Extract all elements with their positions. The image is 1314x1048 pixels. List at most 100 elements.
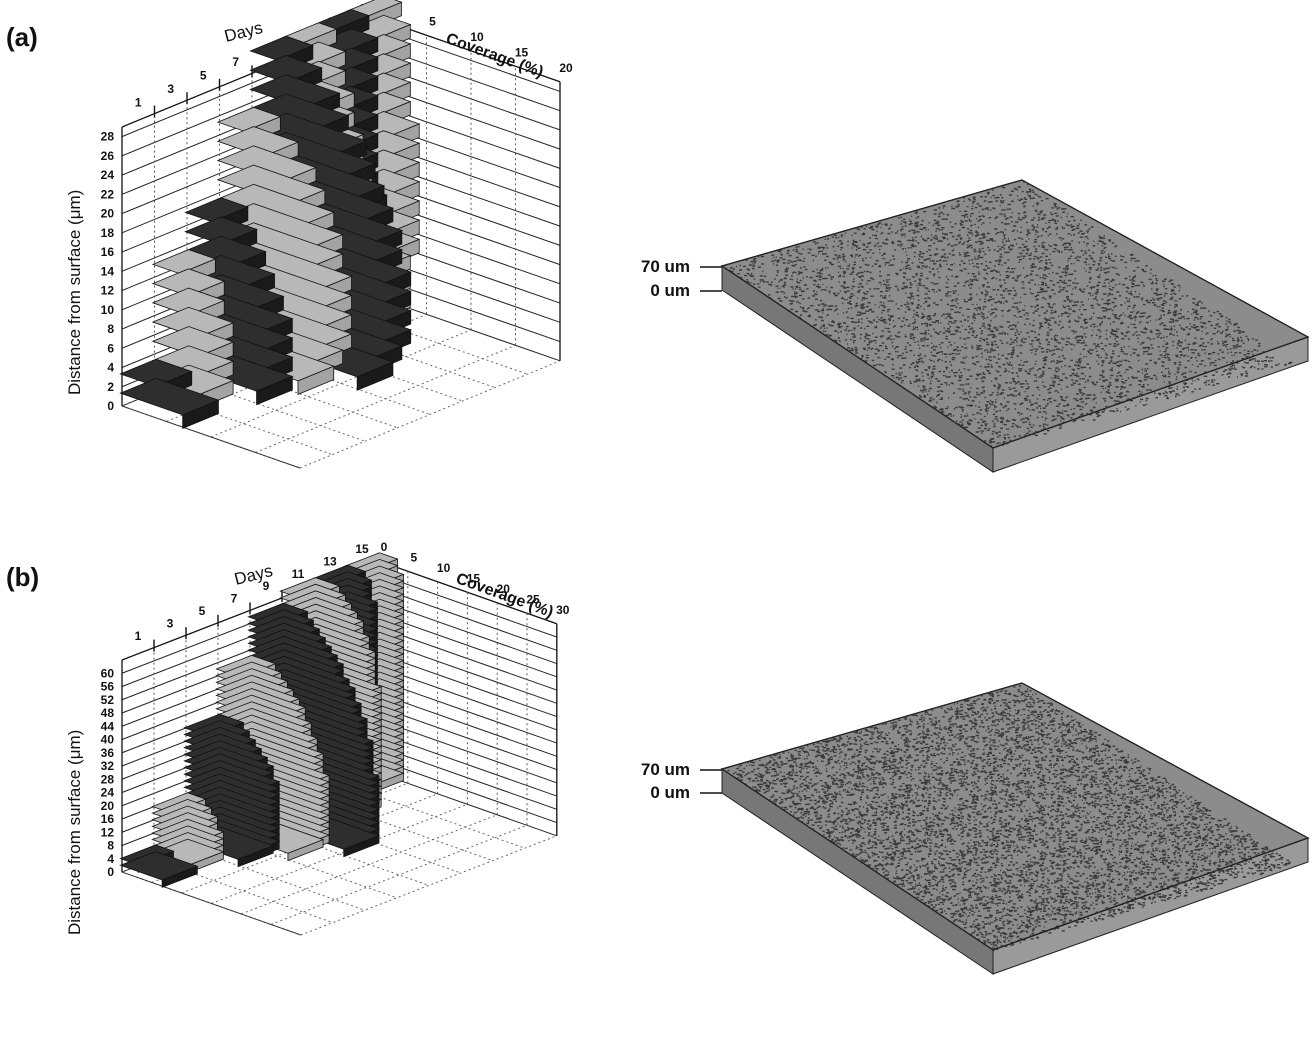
floor-line	[270, 824, 528, 925]
day-tick-label: 5	[200, 69, 207, 83]
day-tick-label: 13	[323, 554, 337, 568]
coverage-tick-label: 15	[515, 45, 529, 59]
distance-tick-label: 36	[101, 746, 115, 760]
distance-tick-label: 0	[107, 399, 114, 413]
distance-tick-label: 8	[107, 839, 114, 853]
gridline-distance-right	[377, 692, 557, 757]
floor-line	[210, 329, 472, 438]
bar-day1-dist0	[119, 851, 199, 888]
biofilm-speckle	[727, 685, 1291, 952]
distance-tick-label: 4	[107, 361, 114, 375]
box-bottom-label: 0 um	[650, 281, 690, 300]
distance-tick-label: 32	[101, 759, 115, 773]
gridline-distance-right	[377, 759, 557, 824]
coverage-tick-label: 10	[437, 561, 451, 575]
distance-tick-label: 12	[101, 284, 115, 298]
distance-tick-label: 56	[101, 680, 115, 694]
box-top-label: 70 um	[641, 257, 690, 276]
day-tick-label: 1	[135, 95, 142, 109]
bar-top	[249, 35, 314, 61]
distance-tick-label: 18	[101, 226, 115, 240]
floor-line	[181, 793, 438, 894]
distance-tick-label: 0	[107, 865, 114, 879]
day-tick-label: 9	[263, 579, 270, 593]
distance-tick-label: 48	[101, 706, 115, 720]
distance-tick-label: 2	[107, 380, 114, 394]
bar-top	[184, 216, 258, 245]
box-top-label: 70 um	[641, 760, 690, 779]
coverage-tick-label: 25	[526, 592, 540, 606]
gridline-distance-right	[377, 639, 557, 704]
gridline-distance-right	[381, 28, 561, 92]
distance-tick-label: 20	[101, 799, 115, 813]
coverage-tick-label: 20	[559, 61, 573, 75]
bar-top	[119, 851, 199, 881]
z-axis-title: Coverage (%)	[454, 570, 556, 621]
distance-tick-label: 40	[101, 733, 115, 747]
distance-tick-label: 10	[101, 303, 115, 317]
y-axis-title: Distance from surface (μm)	[65, 730, 84, 935]
bar-top	[216, 106, 282, 132]
volume-box-b: 70 um 0 um	[641, 682, 1310, 975]
distance-tick-label: 6	[107, 341, 114, 355]
gridline-distance-right	[381, 279, 561, 343]
gridline-distance-right	[381, 105, 561, 169]
x-axis-title: Days	[222, 18, 264, 46]
coverage-tick-label: 0	[381, 540, 388, 554]
coverage-tick-label: 5	[410, 550, 417, 564]
coverage-tick-label: 15	[467, 571, 481, 585]
distance-tick-label: 28	[101, 772, 115, 786]
gridline-distance-right	[377, 573, 557, 638]
distance-tick-label: 20	[101, 207, 115, 221]
box-bottom-label: 0 um	[650, 783, 690, 802]
floor-line	[211, 803, 468, 904]
day-tick-label: 7	[231, 592, 238, 606]
gridline-distance-right	[377, 653, 557, 718]
floor-line	[300, 835, 557, 936]
day-tick-label: 7	[232, 55, 239, 69]
distance-tick-label: 44	[101, 719, 115, 733]
floor-edge	[121, 871, 301, 936]
bar-top	[151, 268, 226, 297]
floor-line	[241, 814, 498, 915]
coverage-tick-label: 30	[556, 603, 570, 617]
bar-top	[184, 197, 249, 223]
distance-tick-label: 16	[101, 245, 115, 259]
coverage-tick-label: 20	[497, 582, 511, 596]
gridline-distance-right	[377, 600, 557, 665]
day-tick-label: 11	[292, 567, 305, 581]
chart-b-3d-bars: 0481216202428323640444852566005101520253…	[65, 540, 570, 936]
gridline-distance-right	[377, 719, 557, 784]
floor-line	[299, 360, 561, 469]
bar-top	[119, 378, 220, 416]
gridline-distance-right	[381, 259, 561, 323]
panel-label-b: (b)	[6, 562, 39, 592]
bar-top	[249, 55, 323, 84]
bar-top	[119, 358, 193, 387]
box-outline	[720, 682, 1310, 951]
distance-tick-label: 26	[101, 149, 115, 163]
distance-tick-label: 52	[101, 693, 115, 707]
distance-tick-label: 14	[101, 264, 115, 278]
coverage-tick-label: 5	[429, 14, 436, 28]
gridline-distance-right	[377, 613, 557, 678]
distance-tick-label: 24	[101, 786, 115, 800]
day-tick-label: 15	[355, 542, 369, 556]
distance-tick-label: 60	[101, 666, 115, 680]
bar-top	[151, 249, 217, 275]
volume-box-a: 70 um 0 um	[641, 179, 1310, 473]
distance-tick-label: 24	[101, 168, 115, 182]
bar-top	[151, 287, 226, 316]
day-tick-label: 5	[199, 604, 206, 618]
distance-tick-label: 16	[101, 812, 115, 826]
distance-tick-label: 22	[101, 187, 115, 201]
distance-tick-label: 28	[101, 130, 115, 144]
distance-tick-label: 12	[101, 825, 115, 839]
gridline-distance-right	[377, 679, 557, 744]
floor-edge	[121, 405, 301, 469]
distance-tick-label: 4	[107, 852, 114, 866]
panel-label-a: (a)	[6, 22, 38, 52]
box-outline	[720, 179, 1310, 449]
bars	[119, 552, 405, 888]
